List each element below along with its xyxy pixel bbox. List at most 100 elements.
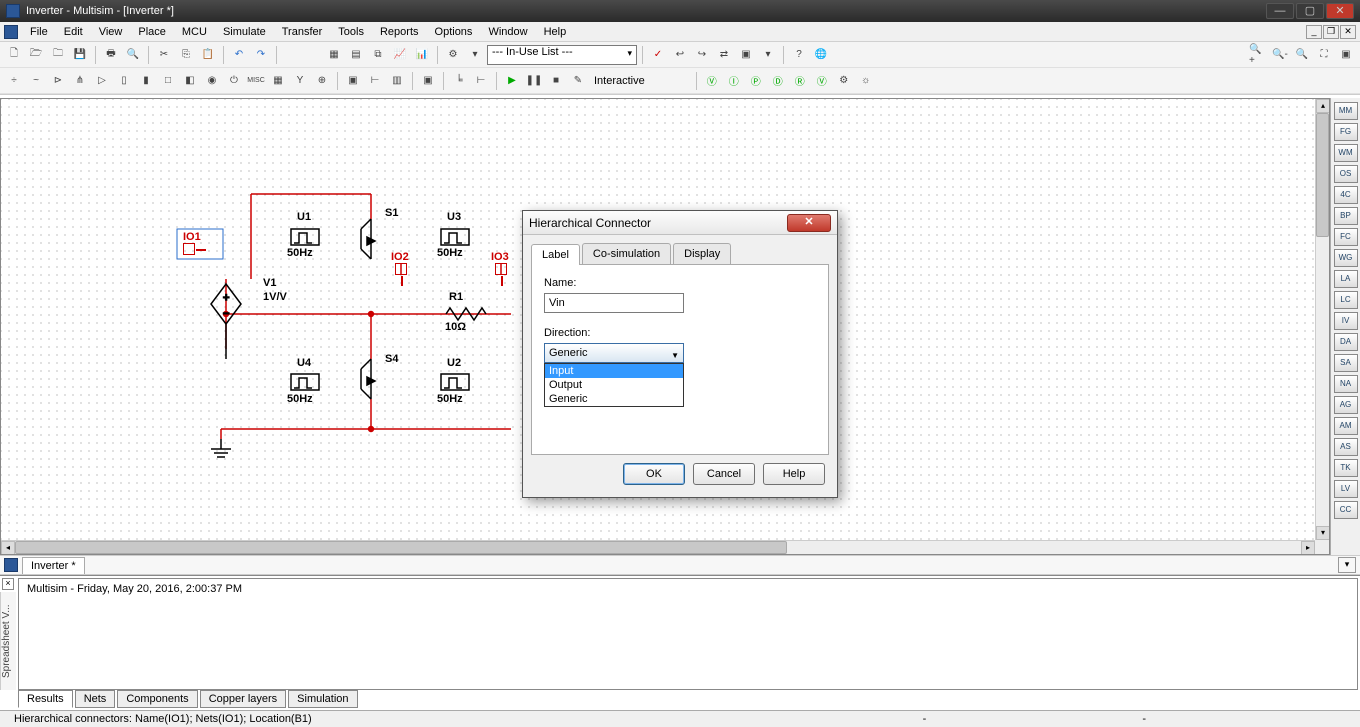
name-input[interactable] — [544, 293, 684, 313]
doc-tab-inverter[interactable]: Inverter * — [22, 557, 85, 574]
hierarchy-icon[interactable]: ▣ — [418, 71, 438, 91]
place-misc-digital-icon[interactable]: □ — [158, 71, 178, 91]
dialog-tab-display[interactable]: Display — [673, 243, 731, 264]
print-icon[interactable]: 🖶 — [101, 45, 121, 65]
help-button[interactable]: Help — [763, 463, 825, 485]
interactive-icon[interactable]: ✎ — [568, 71, 588, 91]
place-mcu-icon[interactable]: ▥ — [387, 71, 407, 91]
place-transistor-icon[interactable]: ⋔ — [70, 71, 90, 91]
place-power-icon[interactable]: ⏻ — [224, 71, 244, 91]
open-sample-icon[interactable]: 🗀 — [48, 45, 68, 65]
maximize-button[interactable]: ▢ — [1296, 3, 1324, 19]
agilent-scope-icon[interactable]: AS — [1334, 438, 1358, 456]
sheet-icon[interactable]: ▤ — [346, 45, 366, 65]
direction-option-input[interactable]: Input — [545, 364, 683, 378]
agilent-fg-icon[interactable]: AG — [1334, 396, 1358, 414]
probe-di-icon[interactable]: Ⓓ — [768, 71, 788, 91]
menu-tools[interactable]: Tools — [330, 24, 372, 40]
tab-simulation[interactable]: Simulation — [288, 690, 357, 708]
tabs-menu-button[interactable]: ▾ — [1338, 557, 1356, 573]
place-advanced-icon[interactable]: ▦ — [268, 71, 288, 91]
place-mixed-icon[interactable]: ◧ — [180, 71, 200, 91]
tab-components[interactable]: Components — [117, 690, 197, 708]
direction-combobox[interactable]: Generic — [544, 343, 684, 363]
menu-transfer[interactable]: Transfer — [274, 24, 331, 40]
save-icon[interactable]: 💾 — [70, 45, 90, 65]
zoom-in-icon[interactable]: 🔍+ — [1248, 45, 1268, 65]
pause-icon[interactable]: ❚❚ — [524, 71, 544, 91]
ultiboard-icon[interactable]: ▣ — [736, 45, 756, 65]
freq-counter-icon[interactable]: FC — [1334, 228, 1358, 246]
menu-simulate[interactable]: Simulate — [215, 24, 274, 40]
close-button[interactable]: ✕ — [1326, 3, 1354, 19]
postproc-icon[interactable]: 📊 — [412, 45, 432, 65]
labview-icon[interactable]: LV — [1334, 480, 1358, 498]
scroll-up-icon[interactable]: ▴ — [1316, 99, 1330, 113]
iv-analyzer-icon[interactable]: IV — [1334, 312, 1358, 330]
mdi-close[interactable]: ✕ — [1340, 25, 1356, 39]
globe-icon[interactable]: 🌐 — [811, 45, 831, 65]
new-icon[interactable]: 🗋 — [4, 45, 24, 65]
transfer-icon[interactable]: ⇄ — [714, 45, 734, 65]
cancel-button[interactable]: Cancel — [693, 463, 755, 485]
scroll-right-icon[interactable]: ▸ — [1301, 541, 1315, 555]
component-icon[interactable]: ⚙ — [443, 45, 463, 65]
print-preview-icon[interactable]: 🔍 — [123, 45, 143, 65]
junction-icon[interactable]: ⊢ — [471, 71, 491, 91]
in-use-list-dropdown[interactable]: --- In-Use List --- — [487, 45, 637, 65]
db-icon[interactable]: ⧉ — [368, 45, 388, 65]
minimize-button[interactable]: — — [1266, 3, 1294, 19]
spectrum-icon[interactable]: SA — [1334, 354, 1358, 372]
bus-icon[interactable]: ╘ — [449, 71, 469, 91]
fullscreen-icon[interactable]: ▣ — [1336, 45, 1356, 65]
probe-v-icon[interactable]: Ⓥ — [702, 71, 722, 91]
mdi-restore[interactable]: ❐ — [1323, 25, 1339, 39]
tab-results[interactable]: Results — [18, 690, 73, 708]
ok-button[interactable]: OK — [623, 463, 685, 485]
dialog-tab-label[interactable]: Label — [531, 244, 580, 265]
dialog-tab-cosim[interactable]: Co-simulation — [582, 243, 671, 264]
cut-icon[interactable]: ✂ — [154, 45, 174, 65]
open-icon[interactable]: 🗁 — [26, 45, 46, 65]
word-gen-icon[interactable]: WG — [1334, 249, 1358, 267]
tek-scope-icon[interactable]: TK — [1334, 459, 1358, 477]
probe-ref-icon[interactable]: Ⓡ — [790, 71, 810, 91]
io1-connector[interactable]: IO1 — [183, 231, 201, 255]
four-ch-scope-icon[interactable]: 4C — [1334, 186, 1358, 204]
direction-option-output[interactable]: Output — [545, 378, 683, 392]
back-annotate-icon[interactable]: ↩ — [670, 45, 690, 65]
find-icon[interactable]: ▾ — [758, 45, 778, 65]
direction-option-generic[interactable]: Generic — [545, 392, 683, 406]
help-icon[interactable]: ? — [789, 45, 809, 65]
place-connector-icon[interactable]: ⊢ — [365, 71, 385, 91]
undo-icon[interactable]: ↶ — [229, 45, 249, 65]
dialog-close-button[interactable]: ✕ — [787, 214, 831, 232]
grid-icon[interactable]: ▦ — [324, 45, 344, 65]
vscroll-thumb[interactable] — [1316, 113, 1329, 237]
menu-file[interactable]: File — [22, 24, 56, 40]
wattmeter-icon[interactable]: WM — [1334, 144, 1358, 162]
spreadsheet-close-button[interactable]: × — [2, 578, 14, 590]
place-rf-icon[interactable]: Y — [290, 71, 310, 91]
logic-converter-icon[interactable]: LC — [1334, 291, 1358, 309]
graph-icon[interactable]: 📈 — [390, 45, 410, 65]
place-analog-icon[interactable]: ▷ — [92, 71, 112, 91]
probe-toggle-icon[interactable]: ☼ — [856, 71, 876, 91]
redo-icon[interactable]: ↷ — [251, 45, 271, 65]
probe-i-icon[interactable]: Ⓘ — [724, 71, 744, 91]
place-source-icon[interactable]: ÷ — [4, 71, 24, 91]
menu-options[interactable]: Options — [427, 24, 481, 40]
place-diode-icon[interactable]: ⊳ — [48, 71, 68, 91]
place-cmos-icon[interactable]: ▮ — [136, 71, 156, 91]
vertical-scrollbar[interactable]: ▴ ▾ — [1315, 99, 1329, 540]
copy-icon[interactable]: ⎘ — [176, 45, 196, 65]
u1-component[interactable]: U1 — [297, 211, 311, 223]
probe-settings-icon[interactable]: ⚙ — [834, 71, 854, 91]
menu-place[interactable]: Place — [130, 24, 174, 40]
place-misc-icon[interactable]: MISC — [246, 71, 266, 91]
place-basic-icon[interactable]: ~ — [26, 71, 46, 91]
dialog-titlebar[interactable]: Hierarchical Connector ✕ — [523, 211, 837, 235]
run-icon[interactable]: ▶ — [502, 71, 522, 91]
distortion-icon[interactable]: DA — [1334, 333, 1358, 351]
bode-plotter-icon[interactable]: BP — [1334, 207, 1358, 225]
